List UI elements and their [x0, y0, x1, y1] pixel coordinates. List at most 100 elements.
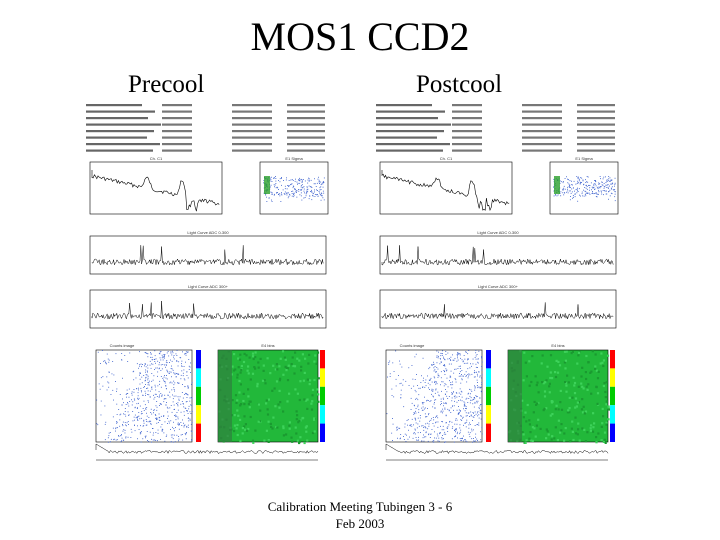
edu-map-cell [603, 431, 607, 434]
counts-pixel [178, 373, 180, 375]
counts-pixel [186, 410, 188, 412]
spectrum-trace [381, 170, 510, 212]
counts-pixel [150, 352, 151, 354]
edu-map-cell [574, 406, 577, 409]
scatter-point [567, 178, 568, 180]
edu-map-cell [237, 414, 240, 417]
scatter-point [287, 185, 289, 186]
counts-pixel [160, 386, 162, 388]
edu-map-cell [555, 359, 558, 362]
scatter-point [322, 186, 324, 188]
counts-pixel [468, 433, 470, 435]
counts-pixel [123, 439, 125, 441]
scatter-point [317, 195, 319, 197]
counts-pixel [427, 375, 428, 377]
counts-pixel [451, 392, 453, 394]
counts-pixel [137, 425, 138, 427]
scatter-point [606, 181, 608, 182]
counts-pixel [403, 406, 405, 408]
counts-colorbar-segment [196, 350, 201, 369]
edu-map-cell [592, 412, 595, 415]
edu-map-cell [581, 385, 584, 388]
counts-pixel [454, 400, 455, 402]
counts-pixel [440, 404, 441, 406]
counts-pixel [474, 357, 476, 358]
counts-pixel [160, 370, 162, 371]
scatter-point [595, 192, 597, 194]
counts-pixel [453, 372, 455, 374]
edu-map-cell [236, 409, 239, 412]
scatter-point [586, 176, 588, 177]
counts-pixel [139, 378, 141, 380]
scatter-point [574, 194, 576, 195]
counts-pixel [481, 382, 483, 383]
counts-pixel [178, 398, 180, 400]
scatter-point [605, 184, 607, 186]
scatter-point [568, 186, 570, 187]
counts-pixel [446, 377, 448, 379]
counts-pixel [431, 381, 433, 383]
counts-pixel [115, 430, 116, 432]
counts-pixel [97, 351, 99, 353]
counts-pixel [481, 377, 482, 379]
counts-pixel [459, 410, 461, 412]
counts-pixel [185, 408, 187, 409]
edu-map-cell [602, 415, 605, 418]
counts-pixel [441, 390, 442, 392]
counts-pixel [417, 404, 419, 406]
counts-pixel [464, 373, 466, 375]
counts-pixel [184, 424, 186, 426]
scatter-point [323, 199, 325, 201]
edu-map-cell [283, 356, 286, 359]
counts-pixel [185, 352, 187, 354]
counts-pixel [175, 395, 177, 397]
counts-pixel [454, 436, 456, 437]
edu-map-cell [603, 438, 606, 441]
scatter-point [601, 191, 602, 193]
counts-pixel [424, 413, 426, 415]
counts-pixel [149, 421, 151, 423]
scatter-point [559, 180, 561, 182]
counts-pixel [412, 437, 414, 439]
counts-pixel [481, 356, 482, 358]
scatter-point [289, 193, 290, 195]
counts-pixel [423, 440, 425, 442]
edu-map-cell [584, 371, 587, 374]
edu-map-cell [234, 394, 238, 397]
counts-pixel [415, 408, 417, 409]
counts-pixel [469, 367, 471, 369]
counts-pixel [443, 405, 444, 407]
edu-map-cell [237, 357, 240, 360]
scatter-point [298, 179, 300, 180]
edu-map-cell [274, 368, 277, 371]
counts-pixel [471, 430, 473, 432]
counts-pixel [476, 373, 478, 375]
counts-pixel [450, 370, 452, 372]
counts-pixel [119, 394, 121, 395]
edu-map-cell [263, 439, 266, 442]
counts-pixel [110, 441, 111, 443]
scatter-point [299, 194, 301, 196]
edu-map-cell [264, 382, 267, 385]
edu-map-cell [528, 384, 531, 387]
counts-pixel [475, 352, 477, 354]
scatter-point [295, 190, 297, 192]
scatter-point [280, 193, 282, 195]
counts-pixel [455, 381, 457, 383]
counts-pixel [458, 396, 460, 397]
counts-pixel [422, 380, 424, 382]
counts-pixel [427, 440, 429, 442]
edu-map-cell [573, 381, 577, 385]
counts-pixel [168, 422, 170, 424]
counts-pixel [164, 394, 166, 396]
scatter-point [307, 188, 309, 190]
scatter-point [278, 194, 279, 195]
counts-pixel [169, 362, 170, 363]
counts-pixel [462, 440, 464, 442]
counts-pixel [155, 405, 157, 407]
counts-pixel [148, 382, 150, 384]
counts-pixel [465, 406, 467, 408]
counts-pixel [179, 424, 180, 426]
scatter-point [300, 178, 302, 180]
counts-pixel [164, 398, 166, 399]
